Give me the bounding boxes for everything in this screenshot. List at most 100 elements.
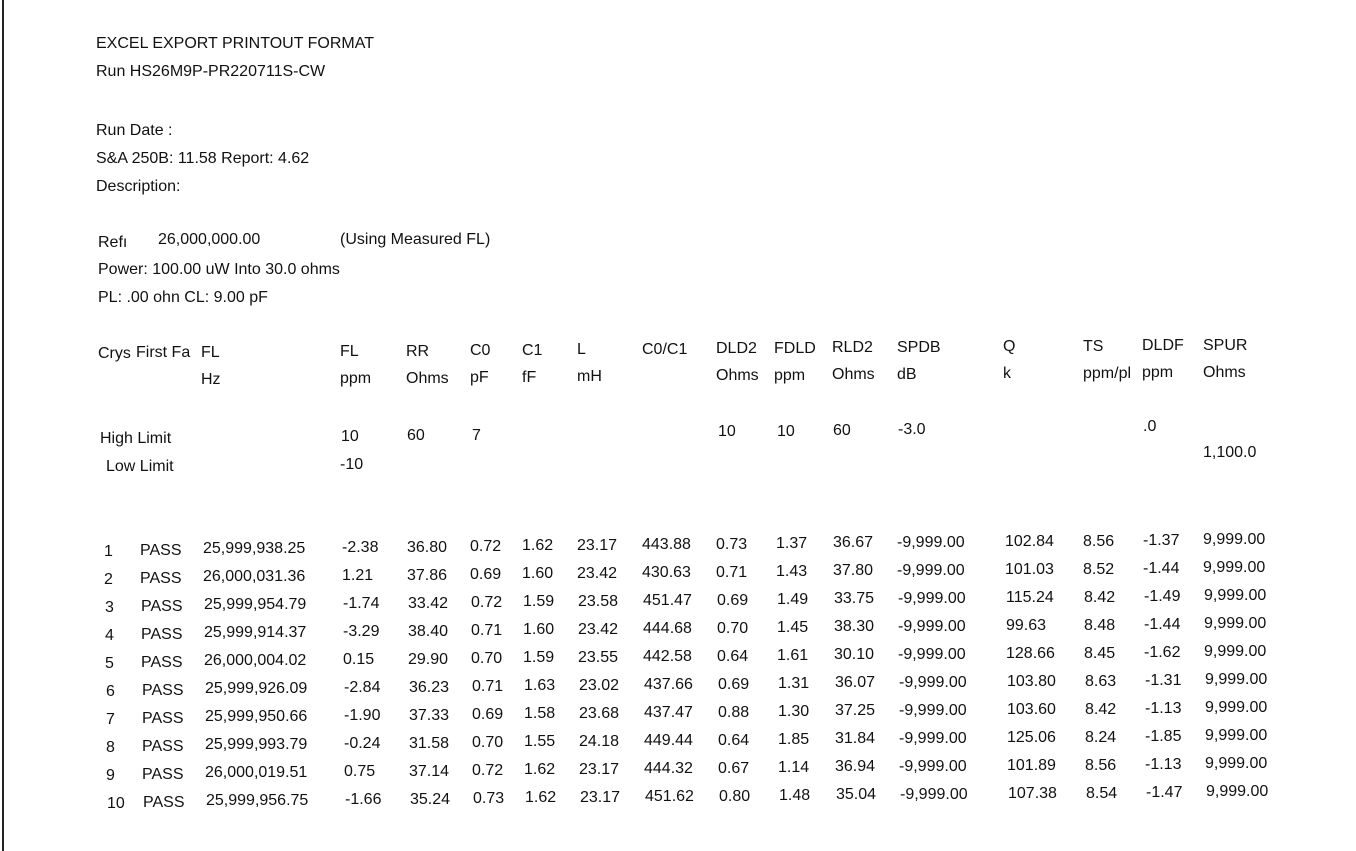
column-unit-c0: pF: [470, 369, 489, 386]
column-header-rr: RR: [406, 343, 430, 360]
cell-rr: 31.58: [409, 735, 450, 752]
cell-crystal-number: 6: [106, 683, 115, 700]
cell-crystal-number: 1: [104, 543, 113, 560]
cell-q: 103.80: [1007, 673, 1056, 690]
cell-rld2: 36.94: [835, 758, 876, 775]
cell-fl-hz: 25,999,954.79: [204, 596, 307, 613]
cell-c0: 0.70: [472, 734, 504, 751]
cell-result: PASS: [143, 794, 185, 811]
cell-rld2: 31.84: [835, 730, 876, 747]
cell-fl-hz: 25,999,926.09: [205, 680, 308, 697]
cell-ts: 8.54: [1086, 785, 1118, 802]
cell-c0: 0.70: [471, 650, 503, 667]
cell-result: PASS: [141, 654, 183, 671]
cell-result: PASS: [140, 570, 182, 587]
cell-result: PASS: [142, 682, 184, 699]
cell-ts: 8.45: [1084, 645, 1116, 662]
high-limit-dldf: .0: [1143, 418, 1157, 435]
cell-fl-hz: 26,000,004.02: [204, 652, 307, 669]
low-limit-label: Low Limit: [106, 458, 174, 475]
cell-rld2: 38.30: [834, 618, 875, 635]
cell-dld2: 0.70: [717, 620, 749, 637]
cell-dld2: 0.69: [718, 676, 750, 693]
cell-spdb: -9,999.00: [898, 618, 966, 635]
column-unit-dldf: ppm: [1142, 364, 1174, 381]
cell-spur: 9,999.00: [1204, 587, 1267, 604]
cell-dldf: -1.37: [1143, 532, 1180, 549]
column-header-crystal-number: Crys: [98, 345, 131, 362]
cell-c0-c1: 444.32: [644, 760, 693, 777]
column-header-result: First Fa: [136, 344, 191, 361]
column-header-c0-c1: C0/C1: [642, 341, 688, 358]
high-limit-dld2: 10: [718, 423, 736, 440]
cell-fl-hz: 25,999,956.75: [206, 792, 309, 809]
cell-ts: 8.52: [1083, 561, 1115, 578]
cell-crystal-number: 3: [105, 599, 114, 616]
cell-fl-ppm: -1.66: [345, 791, 382, 808]
cell-q: 101.03: [1005, 561, 1054, 578]
cell-dldf: -1.44: [1144, 616, 1181, 633]
cell-dld2: 0.71: [716, 564, 748, 581]
column-unit-rld2: Ohms: [832, 366, 875, 383]
run-id: Run HS26M9P-PR220711S-CW: [96, 63, 326, 80]
cell-ts: 8.42: [1085, 701, 1117, 718]
column-unit-q: k: [1003, 365, 1011, 382]
column-header-ts: TS: [1083, 338, 1104, 355]
low-limit-spur: 1,100.0: [1203, 444, 1257, 461]
column-header-dldf: DLDF: [1142, 337, 1184, 354]
cell-fdld: 1.85: [778, 731, 810, 748]
cell-crystal-number: 7: [106, 711, 115, 728]
cell-fdld: 1.31: [778, 675, 810, 692]
cell-fdld: 1.49: [777, 591, 809, 608]
cell-l: 23.17: [579, 761, 620, 778]
cell-c0: 0.69: [470, 566, 502, 583]
high-limit-c0: 7: [472, 427, 481, 444]
cell-fl-ppm: 1.21: [342, 567, 374, 584]
cell-dld2: 0.80: [719, 788, 751, 805]
column-unit-rr: Ohms: [406, 370, 449, 387]
cell-c0-c1: 437.66: [644, 676, 693, 693]
column-unit-c1: fF: [522, 369, 537, 386]
cell-crystal-number: 2: [104, 571, 113, 588]
cell-spdb: -9,999.00: [898, 590, 966, 607]
high-limit-rld2: 60: [833, 422, 851, 439]
cell-fl-ppm: -3.29: [343, 623, 380, 640]
cell-ts: 8.63: [1085, 673, 1117, 690]
cell-ts: 8.56: [1083, 533, 1115, 550]
cell-q: 102.84: [1005, 533, 1054, 550]
cell-spur: 9,999.00: [1205, 699, 1268, 716]
cell-dldf: -1.13: [1145, 756, 1182, 773]
cell-spdb: -9,999.00: [900, 786, 968, 803]
report-title: EXCEL EXPORT PRINTOUT FORMAT: [96, 35, 374, 52]
cell-spdb: -9,999.00: [899, 702, 967, 719]
column-unit-l: mH: [577, 368, 602, 385]
cell-q: 115.24: [1006, 589, 1054, 606]
cell-result: PASS: [141, 598, 183, 615]
cell-fl-ppm: -2.38: [342, 539, 379, 556]
cell-rr: 33.42: [408, 595, 449, 612]
cell-fl-ppm: 0.15: [343, 651, 375, 668]
cell-rld2: 30.10: [834, 646, 875, 663]
cell-q: 101.89: [1007, 757, 1056, 774]
cell-spur: 9,999.00: [1204, 615, 1267, 632]
cell-dldf: -1.47: [1146, 784, 1183, 801]
cell-spur: 9,999.00: [1204, 643, 1267, 660]
cell-spdb: -9,999.00: [897, 562, 965, 579]
cell-l: 23.17: [577, 537, 618, 554]
cell-c0: 0.73: [473, 790, 505, 807]
cell-c0-c1: 443.88: [642, 536, 691, 553]
column-header-spur: SPUR: [1203, 337, 1248, 354]
cell-fl-ppm: 0.75: [344, 763, 376, 780]
cell-spur: 9,999.00: [1203, 559, 1266, 576]
cell-q: 107.38: [1008, 785, 1057, 802]
cell-dldf: -1.49: [1144, 588, 1181, 605]
cell-dldf: -1.44: [1143, 560, 1180, 577]
ref-value: 26,000,000.00: [158, 231, 261, 248]
cell-rld2: 33.75: [834, 590, 875, 607]
ref-note: (Using Measured FL): [340, 231, 491, 248]
cell-dld2: 0.64: [718, 732, 750, 749]
cell-c0-c1: 430.63: [642, 564, 691, 581]
cell-dld2: 0.73: [716, 536, 748, 553]
cell-fl-hz: 25,999,950.66: [205, 708, 308, 725]
column-unit-dld2: Ohms: [716, 367, 759, 384]
